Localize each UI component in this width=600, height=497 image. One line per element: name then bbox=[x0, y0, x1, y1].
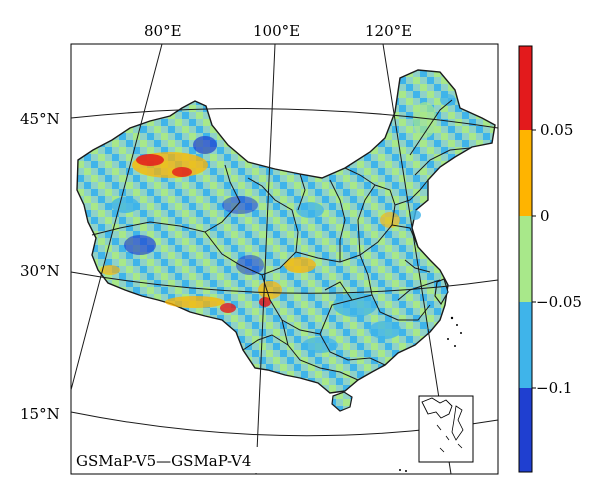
taiwan-island bbox=[434, 278, 449, 305]
china-landmass bbox=[76, 69, 496, 394]
colorbar-label-neg0.05: −0.05 bbox=[536, 293, 582, 311]
colorbar-bin-blue bbox=[519, 388, 532, 472]
label-45n: 45°N bbox=[20, 110, 60, 128]
parallel-45n bbox=[70, 108, 499, 129]
colorbar: 0.05 0 −0.05 −0.1 bbox=[518, 45, 582, 473]
colorbar-bin-lightblue bbox=[519, 302, 532, 388]
colorbar-label-neg0.1: −0.1 bbox=[536, 379, 572, 397]
caption-background bbox=[72, 447, 282, 473]
colorbar-label-0: 0 bbox=[540, 207, 550, 225]
small-islands bbox=[399, 316, 462, 472]
label-15n: 15°N bbox=[20, 405, 60, 423]
anomaly-patches bbox=[100, 94, 456, 353]
label-30n: 30°N bbox=[20, 262, 60, 280]
parallel-30n bbox=[70, 271, 499, 294]
meridian-80e bbox=[70, 43, 163, 391]
colorbar-label-0.05: 0.05 bbox=[540, 121, 573, 139]
south-china-sea-inset bbox=[418, 395, 474, 463]
label-120e: 120°E bbox=[365, 22, 412, 40]
hainan-island bbox=[331, 391, 353, 412]
label-100e: 100°E bbox=[253, 22, 300, 40]
meridian-100e bbox=[255, 43, 276, 475]
colorbar-bin-red bbox=[519, 46, 532, 130]
provincial-boundaries bbox=[91, 99, 471, 381]
colorbar-bin-green bbox=[519, 216, 532, 302]
figure-caption: GSMaP-V5—GSMaP-V4 bbox=[76, 452, 251, 470]
label-80e: 80°E bbox=[144, 22, 182, 40]
colorbar-bin-orange bbox=[519, 130, 532, 216]
